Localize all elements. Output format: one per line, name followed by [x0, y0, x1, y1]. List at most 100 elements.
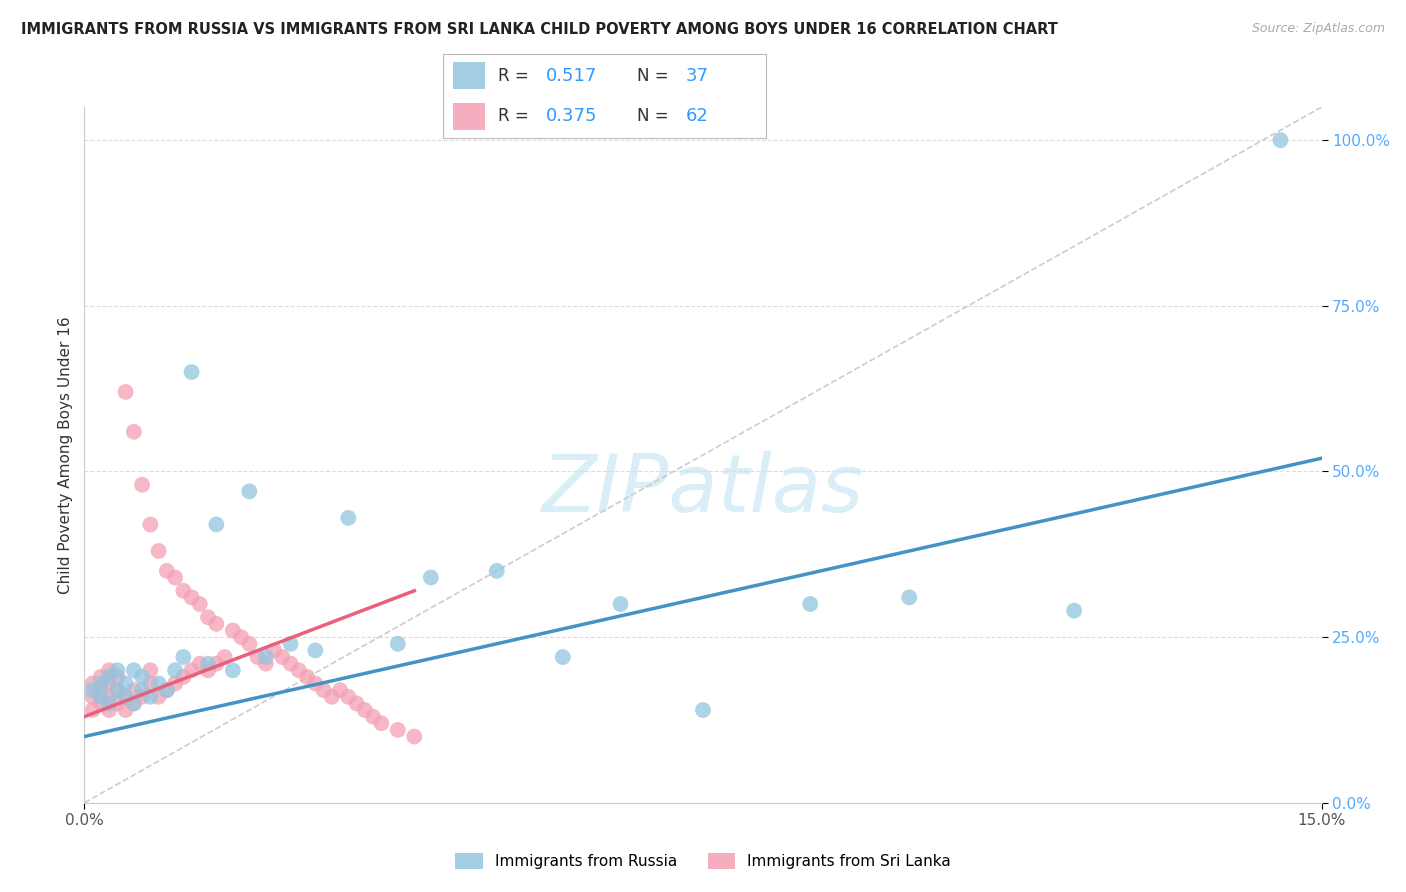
Point: [82, 690, 104, 704]
Point: [165, 676, 187, 690]
Point: [304, 676, 326, 690]
Point: [82, 676, 104, 690]
Point: [172, 670, 194, 684]
Point: [419, 570, 441, 584]
Point: [114, 384, 136, 399]
Point: [337, 511, 360, 525]
Point: [148, 544, 170, 558]
Point: [122, 663, 145, 677]
Point: [98, 690, 121, 704]
Point: [139, 690, 162, 704]
Point: [254, 657, 277, 671]
Point: [131, 683, 153, 698]
Point: [114, 690, 136, 704]
Point: [205, 657, 228, 671]
Point: [263, 643, 285, 657]
Point: [139, 663, 162, 677]
Point: [188, 597, 211, 611]
Point: [122, 697, 145, 711]
Point: [214, 650, 236, 665]
Point: [105, 697, 128, 711]
Point: [280, 657, 302, 671]
Point: [114, 703, 136, 717]
Bar: [453, 103, 485, 130]
Text: 0.375: 0.375: [547, 107, 598, 125]
Point: [98, 703, 121, 717]
Point: [280, 637, 302, 651]
Point: [254, 650, 277, 665]
Point: [156, 683, 179, 698]
Point: [609, 597, 631, 611]
Point: [321, 690, 343, 704]
Point: [551, 650, 574, 665]
Point: [131, 477, 153, 491]
Text: Source: ZipAtlas.com: Source: ZipAtlas.com: [1251, 22, 1385, 36]
Legend: Immigrants from Russia, Immigrants from Sri Lanka: Immigrants from Russia, Immigrants from …: [449, 847, 957, 875]
Point: [387, 723, 409, 737]
Point: [404, 730, 426, 744]
Point: [139, 676, 162, 690]
Point: [295, 670, 318, 684]
Point: [898, 591, 921, 605]
Point: [205, 517, 228, 532]
Point: [105, 663, 128, 677]
Point: [172, 650, 194, 665]
Point: [148, 676, 170, 690]
Text: R =: R =: [498, 67, 534, 85]
Point: [799, 597, 821, 611]
Point: [222, 624, 245, 638]
Point: [188, 657, 211, 671]
Point: [90, 676, 112, 690]
Point: [312, 683, 335, 698]
Point: [180, 663, 202, 677]
Point: [131, 690, 153, 704]
Point: [205, 616, 228, 631]
Point: [180, 591, 202, 605]
Point: [82, 703, 104, 717]
Point: [90, 683, 112, 698]
Text: N =: N =: [637, 107, 673, 125]
Bar: [453, 62, 485, 89]
Point: [238, 637, 260, 651]
Point: [105, 683, 128, 698]
Point: [105, 670, 128, 684]
Point: [361, 709, 384, 723]
Point: [222, 663, 245, 677]
Point: [114, 690, 136, 704]
Point: [122, 425, 145, 439]
Point: [288, 663, 311, 677]
Point: [82, 683, 104, 698]
Point: [238, 484, 260, 499]
Point: [485, 564, 508, 578]
Text: 37: 37: [686, 67, 709, 85]
Point: [98, 663, 121, 677]
Point: [692, 703, 714, 717]
Point: [304, 643, 326, 657]
Point: [148, 690, 170, 704]
Text: IMMIGRANTS FROM RUSSIA VS IMMIGRANTS FROM SRI LANKA CHILD POVERTY AMONG BOYS UND: IMMIGRANTS FROM RUSSIA VS IMMIGRANTS FRO…: [21, 22, 1057, 37]
Point: [387, 637, 409, 651]
Point: [131, 670, 153, 684]
Point: [156, 683, 179, 698]
Point: [337, 690, 360, 704]
Point: [229, 630, 252, 644]
Point: [90, 670, 112, 684]
Point: [197, 610, 219, 624]
Point: [172, 583, 194, 598]
Point: [105, 683, 128, 698]
Point: [346, 697, 368, 711]
Text: 0.517: 0.517: [547, 67, 598, 85]
Point: [1270, 133, 1292, 147]
Point: [370, 716, 392, 731]
Text: N =: N =: [637, 67, 673, 85]
Point: [271, 650, 294, 665]
Text: ZIPatlas: ZIPatlas: [541, 450, 865, 529]
Point: [90, 697, 112, 711]
Point: [197, 657, 219, 671]
Point: [139, 517, 162, 532]
Point: [156, 564, 179, 578]
Point: [114, 676, 136, 690]
Point: [1063, 604, 1085, 618]
Point: [98, 670, 121, 684]
Point: [98, 697, 121, 711]
